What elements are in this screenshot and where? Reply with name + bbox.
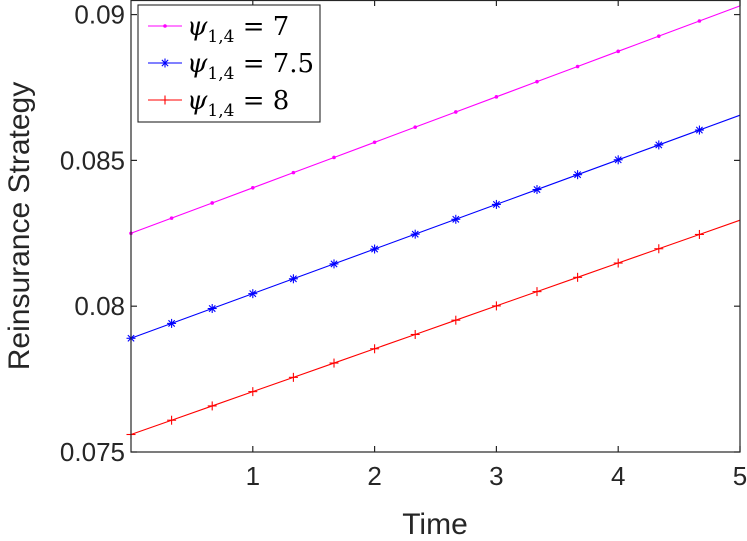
x-tick-label: 3 xyxy=(489,461,503,491)
series-1-point xyxy=(291,170,296,175)
series-3-point xyxy=(532,287,542,297)
series-2-point xyxy=(491,199,501,209)
legend-label: ψ1,4 = 7.5 xyxy=(187,49,314,84)
series-3-point xyxy=(694,229,704,239)
series-2-point xyxy=(573,170,583,180)
series-layer xyxy=(126,5,741,440)
series-1 xyxy=(129,5,741,236)
x-tick-label: 4 xyxy=(611,461,625,491)
series-2-point xyxy=(207,304,217,314)
legend-label: ψ1,4 = 8 xyxy=(187,86,289,121)
series-2-point xyxy=(694,125,704,135)
x-axis-title: Time xyxy=(402,508,468,541)
series-1-point xyxy=(251,185,255,190)
legend: ψ1,4 = 7ψ1,4 = 7.5ψ1,4 = 8 xyxy=(137,4,321,123)
series-3-point xyxy=(248,387,258,397)
y-tick-label: 0.08 xyxy=(74,291,125,321)
series-1-point xyxy=(697,19,702,23)
series-3-point xyxy=(370,344,380,354)
series-3-point xyxy=(654,244,664,254)
series-3-point xyxy=(329,358,339,368)
series-2-point xyxy=(370,244,380,254)
series-3-point xyxy=(207,401,217,411)
series-1-point xyxy=(210,201,215,205)
series-3-point xyxy=(410,329,420,339)
series-1-point xyxy=(656,34,661,38)
legend-marker xyxy=(160,58,170,68)
series-2-point xyxy=(654,140,664,150)
series-2-point xyxy=(329,259,339,269)
legend-marker xyxy=(160,95,170,105)
series-1-point xyxy=(454,110,458,114)
axes-box xyxy=(130,0,741,453)
series-2-point xyxy=(613,155,623,165)
legend-item: ψ1,4 = 7 xyxy=(148,12,289,47)
series-1-point xyxy=(535,79,539,84)
series-1-point xyxy=(169,216,174,220)
series-2-point xyxy=(248,289,258,299)
axes-layer xyxy=(130,0,741,453)
series-2-point xyxy=(288,274,298,284)
series-3 xyxy=(126,219,741,440)
x-tick-label: 5 xyxy=(733,461,747,491)
series-3-line xyxy=(130,219,741,436)
legend-marker xyxy=(163,24,167,28)
series-1-point xyxy=(413,125,417,129)
y-tick-label: 0.09 xyxy=(74,0,125,30)
legend-label: ψ1,4 = 7 xyxy=(187,12,289,47)
series-3-point xyxy=(613,258,623,268)
series-2-point xyxy=(532,185,542,195)
series-3-point xyxy=(451,315,461,325)
series-1-point xyxy=(575,64,580,69)
series-1-line xyxy=(130,5,741,234)
x-tick-label: 1 xyxy=(246,461,260,491)
series-1-point xyxy=(372,140,377,145)
series-1-point xyxy=(616,49,620,54)
y-axis-title: Reinsurance Strategy xyxy=(3,82,36,371)
series-3-point xyxy=(491,301,501,311)
y-tick-label: 0.085 xyxy=(60,145,125,175)
y-axis-ticks: 0.075 0.08 0.085 0.09 xyxy=(60,0,740,467)
series-1-point xyxy=(332,155,336,160)
series-3-point xyxy=(573,272,583,282)
series-2 xyxy=(126,114,741,343)
y-tick-label: 0.075 xyxy=(60,437,125,467)
series-1-point xyxy=(494,95,499,99)
series-3-point xyxy=(167,415,177,425)
x-tick-label: 2 xyxy=(367,461,381,491)
series-2-line xyxy=(130,114,741,339)
legend-item: ψ1,4 = 7.5 xyxy=(148,49,314,84)
series-3-point xyxy=(288,372,298,382)
series-2-point xyxy=(167,318,177,328)
series-2-point xyxy=(410,229,420,239)
x-axis-ticks: 1 2 3 4 5 xyxy=(246,0,747,491)
legend-item: ψ1,4 = 8 xyxy=(148,86,289,121)
series-2-point xyxy=(451,214,461,224)
